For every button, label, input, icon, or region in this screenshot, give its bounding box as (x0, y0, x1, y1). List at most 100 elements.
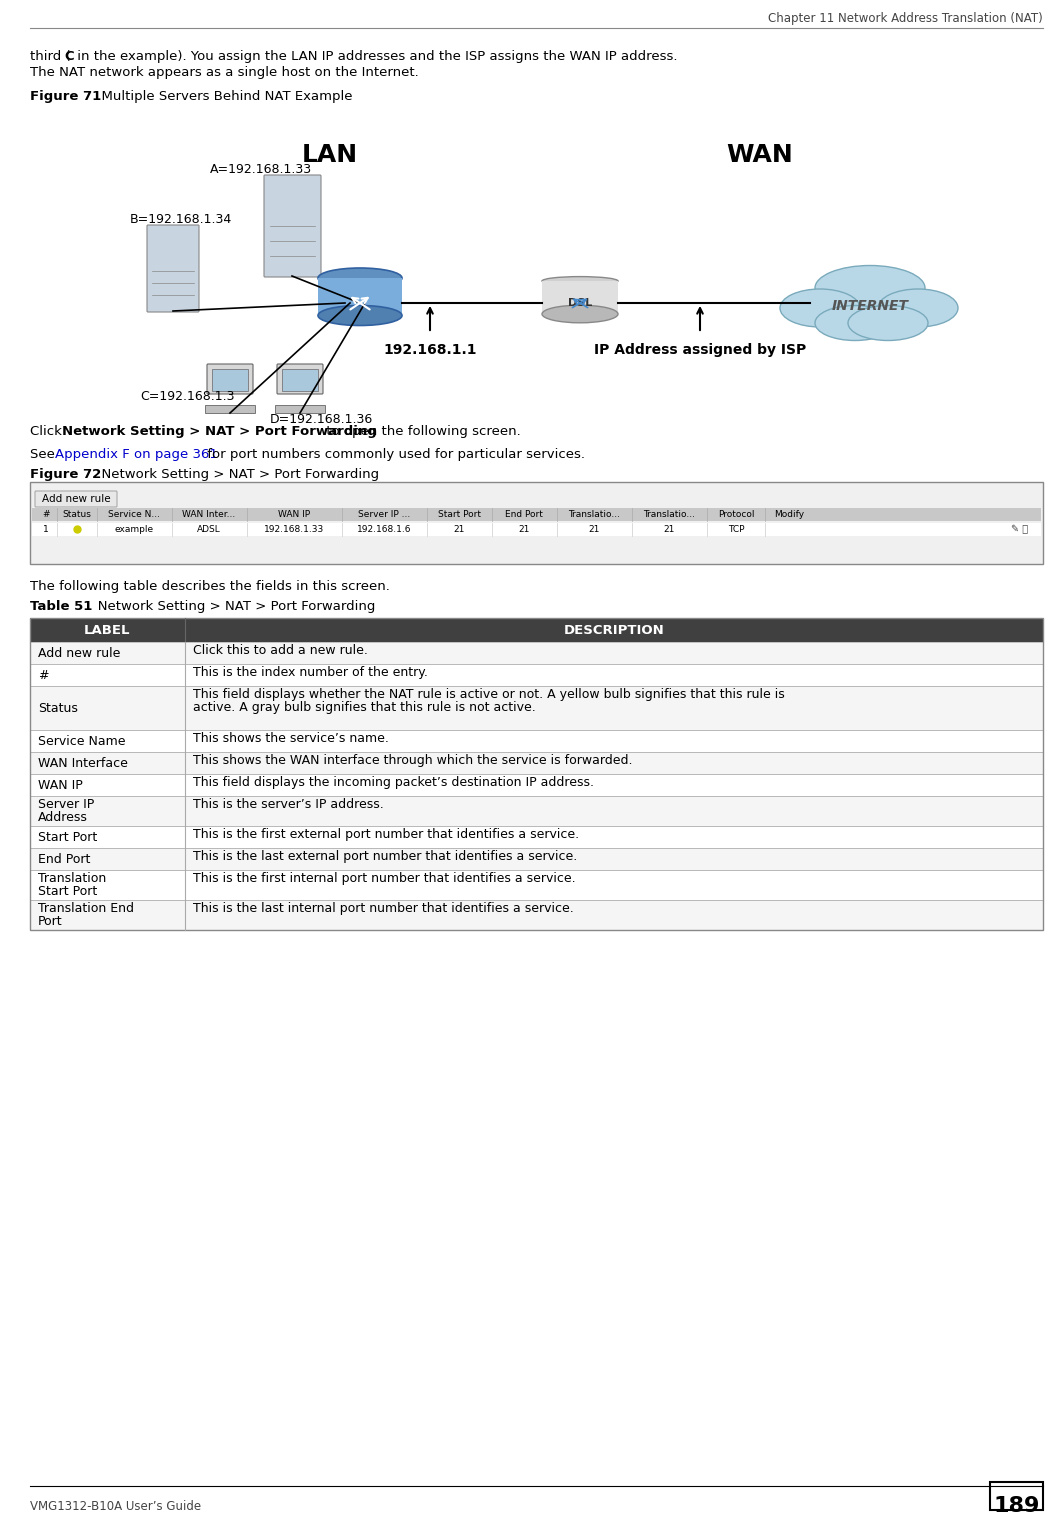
Text: Appendix F on page 361: Appendix F on page 361 (55, 448, 218, 460)
FancyBboxPatch shape (207, 364, 253, 395)
Ellipse shape (318, 268, 402, 288)
Text: WAN IP: WAN IP (38, 779, 83, 791)
Text: Address: Address (38, 811, 88, 823)
Text: Figure 71: Figure 71 (30, 90, 101, 104)
Text: LAN: LAN (302, 143, 358, 168)
Text: third (: third ( (30, 50, 70, 62)
FancyBboxPatch shape (990, 1481, 1043, 1510)
Ellipse shape (542, 276, 618, 285)
Text: Click this to add a new rule.: Click this to add a new rule. (193, 643, 368, 657)
FancyBboxPatch shape (264, 175, 321, 277)
Text: This shows the WAN interface through which the service is forwarded.: This shows the WAN interface through whi… (193, 753, 632, 767)
Text: Start Port: Start Port (38, 884, 97, 898)
FancyBboxPatch shape (30, 796, 1043, 826)
Text: 1: 1 (44, 524, 49, 533)
Text: End Port: End Port (505, 509, 543, 518)
Text: Chapter 11 Network Address Translation (NAT): Chapter 11 Network Address Translation (… (769, 12, 1043, 24)
Text: Modify: Modify (774, 509, 804, 518)
Text: LABEL: LABEL (84, 623, 131, 637)
Text: WAN Interface: WAN Interface (38, 756, 128, 770)
Text: See: See (30, 448, 60, 460)
Text: C=192.168.1.3: C=192.168.1.3 (140, 390, 235, 402)
Text: 192.168.1.1: 192.168.1.1 (384, 343, 476, 357)
FancyBboxPatch shape (147, 226, 199, 312)
FancyBboxPatch shape (32, 507, 1041, 521)
FancyBboxPatch shape (30, 686, 1043, 730)
FancyBboxPatch shape (30, 642, 1043, 664)
Text: #: # (43, 509, 50, 518)
FancyBboxPatch shape (30, 751, 1043, 774)
Text: 21: 21 (453, 524, 465, 533)
Ellipse shape (780, 290, 860, 328)
Ellipse shape (878, 290, 958, 328)
FancyBboxPatch shape (30, 730, 1043, 751)
FancyBboxPatch shape (212, 369, 248, 392)
Text: for port numbers commonly used for particular services.: for port numbers commonly used for parti… (203, 448, 585, 460)
FancyBboxPatch shape (205, 405, 255, 413)
Text: Server IP ...: Server IP ... (358, 509, 410, 518)
Text: active. A gray bulb signifies that this rule is not active.: active. A gray bulb signifies that this … (193, 701, 536, 713)
Ellipse shape (815, 265, 925, 311)
FancyBboxPatch shape (277, 364, 323, 395)
Text: example: example (115, 524, 153, 533)
Text: This field displays the incoming packet’s destination IP address.: This field displays the incoming packet’… (193, 776, 594, 788)
Ellipse shape (542, 305, 618, 323)
Text: Table 51: Table 51 (30, 600, 92, 613)
Text: #: # (38, 669, 49, 681)
Text: 21: 21 (519, 524, 529, 533)
FancyBboxPatch shape (282, 369, 318, 392)
Text: This field displays whether the NAT rule is active or not. A yellow bulb signifi: This field displays whether the NAT rule… (193, 687, 784, 701)
FancyBboxPatch shape (318, 277, 402, 315)
Text: Figure 72: Figure 72 (30, 468, 101, 482)
Text: Network Setting > NAT > Port Forwarding: Network Setting > NAT > Port Forwarding (92, 468, 379, 482)
Text: 21: 21 (588, 524, 600, 533)
Text: Port: Port (38, 914, 63, 928)
Text: ADSL: ADSL (197, 524, 221, 533)
Text: Server IP: Server IP (38, 797, 95, 811)
Text: Network Setting > NAT > Port Forwarding: Network Setting > NAT > Port Forwarding (62, 425, 376, 437)
FancyBboxPatch shape (30, 619, 1043, 642)
Text: Start Port: Start Port (438, 509, 480, 518)
Text: Add new rule: Add new rule (38, 646, 120, 660)
Text: This is the first internal port number that identifies a service.: This is the first internal port number t… (193, 872, 576, 884)
Text: 21: 21 (663, 524, 675, 533)
FancyBboxPatch shape (30, 482, 1043, 564)
Text: in the example). You assign the LAN IP addresses and the ISP assigns the WAN IP : in the example). You assign the LAN IP a… (73, 50, 677, 62)
Text: Multiple Servers Behind NAT Example: Multiple Servers Behind NAT Example (92, 90, 353, 104)
Text: VMG1312-B10A User’s Guide: VMG1312-B10A User’s Guide (30, 1500, 201, 1513)
Text: DESCRIPTION: DESCRIPTION (563, 623, 664, 637)
FancyBboxPatch shape (30, 664, 1043, 686)
FancyBboxPatch shape (30, 847, 1043, 870)
Text: Network Setting > NAT > Port Forwarding: Network Setting > NAT > Port Forwarding (85, 600, 375, 613)
Text: This is the last external port number that identifies a service.: This is the last external port number th… (193, 849, 577, 863)
FancyBboxPatch shape (35, 491, 117, 507)
Text: This is the first external port number that identifies a service.: This is the first external port number t… (193, 828, 579, 841)
Text: Service N...: Service N... (108, 509, 161, 518)
Text: 192.168.1.6: 192.168.1.6 (357, 524, 411, 533)
Text: The following table describes the fields in this screen.: The following table describes the fields… (30, 581, 390, 593)
Text: B=192.168.1.34: B=192.168.1.34 (130, 213, 232, 226)
FancyBboxPatch shape (30, 826, 1043, 847)
Text: 189: 189 (994, 1497, 1041, 1516)
Text: Protocol: Protocol (718, 509, 755, 518)
Text: Translation End: Translation End (38, 902, 134, 914)
Text: C: C (64, 50, 73, 62)
Text: ✎ 🗑: ✎ 🗑 (1011, 524, 1029, 533)
Text: Status: Status (38, 701, 78, 715)
Text: A=192.168.1.33: A=192.168.1.33 (210, 163, 313, 175)
Text: This is the last internal port number that identifies a service.: This is the last internal port number th… (193, 902, 574, 914)
Text: INTERNET: INTERNET (831, 299, 909, 312)
Text: to open the following screen.: to open the following screen. (322, 425, 521, 437)
Ellipse shape (318, 305, 402, 326)
FancyBboxPatch shape (32, 523, 1041, 536)
Text: WAN Inter...: WAN Inter... (183, 509, 236, 518)
FancyBboxPatch shape (30, 901, 1043, 930)
FancyBboxPatch shape (30, 774, 1043, 796)
Ellipse shape (815, 305, 895, 340)
Text: Service Name: Service Name (38, 735, 125, 747)
Text: Status: Status (63, 509, 91, 518)
FancyBboxPatch shape (275, 405, 325, 413)
Text: Translation: Translation (38, 872, 106, 884)
FancyBboxPatch shape (30, 870, 1043, 901)
FancyBboxPatch shape (542, 280, 618, 314)
